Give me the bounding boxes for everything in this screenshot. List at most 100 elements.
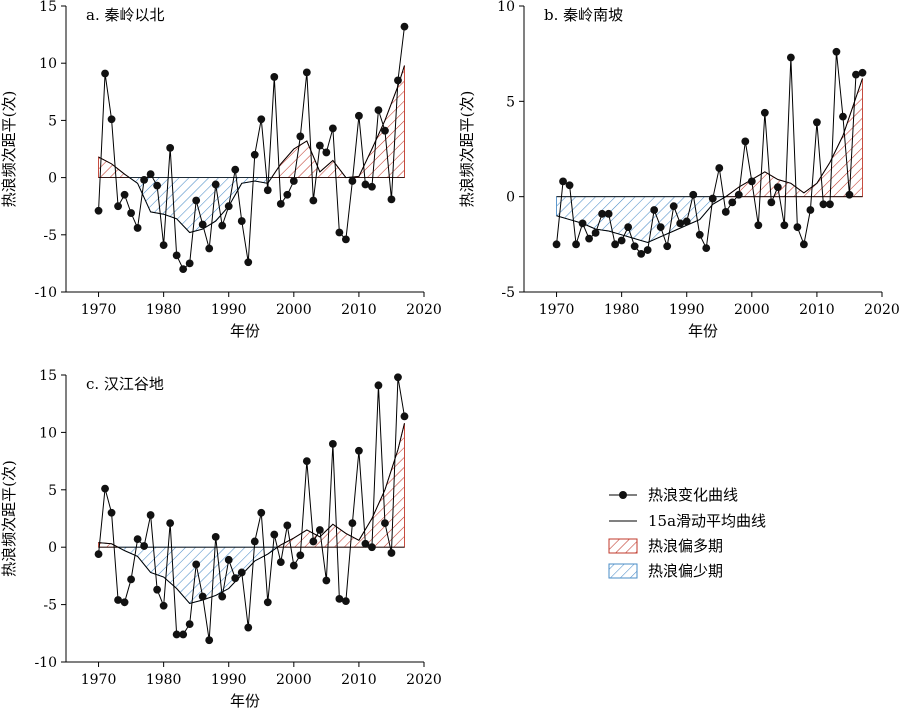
data-point <box>244 623 253 632</box>
data-point <box>578 219 587 228</box>
data-point <box>806 206 815 214</box>
y-tick-label: 5 <box>506 94 515 110</box>
legend-swatch-less <box>608 563 638 579</box>
data-point <box>624 223 633 232</box>
data-point <box>283 190 292 199</box>
data-point <box>309 196 318 205</box>
smooth-curve-line <box>98 423 405 605</box>
data-point <box>263 186 272 195</box>
data-point <box>120 598 129 607</box>
data-point <box>819 200 828 209</box>
data-point <box>341 235 350 244</box>
heatwave-curve-line <box>98 26 405 270</box>
data-point <box>643 246 652 254</box>
data-point <box>604 209 613 218</box>
legend-swatch-more <box>608 538 638 554</box>
x-tick-label: 2000 <box>734 302 770 318</box>
y-tick-label: 15 <box>39 0 57 15</box>
data-point <box>598 209 607 218</box>
data-point <box>839 112 847 121</box>
y-tick-label: 0 <box>506 190 515 206</box>
data-point <box>140 175 149 184</box>
data-point <box>276 558 285 567</box>
data-point <box>374 106 383 114</box>
x-tick-label: 1990 <box>211 302 247 318</box>
data-point <box>198 592 207 601</box>
data-point <box>250 150 259 159</box>
y-tick-label: 10 <box>497 0 515 15</box>
data-point <box>368 182 376 191</box>
data-point <box>400 412 409 421</box>
y-tick-label: 5 <box>48 483 57 499</box>
data-point <box>552 240 561 249</box>
x-tick-label: 1970 <box>81 672 117 688</box>
chart-panel-north-qinling: 1970 1980 1990 2000 2010 2020 -10 -5 0 5 10 15 a. 秦岭… <box>0 0 442 340</box>
y-axis-title: 热浪频次距平(次) <box>0 91 18 208</box>
y-tick-label: -10 <box>34 655 57 671</box>
data-point <box>559 177 567 186</box>
data-point <box>348 519 357 527</box>
data-point <box>374 381 383 390</box>
data-point <box>159 241 168 250</box>
legend-item-obs: 热浪变化曲线 <box>609 486 738 504</box>
data-point <box>630 242 639 251</box>
data-point <box>754 221 763 230</box>
data-point <box>355 446 363 455</box>
data-point <box>315 141 324 150</box>
data-point <box>747 177 756 186</box>
legend-label-more: 热浪偏多期 <box>648 537 723 555</box>
data-point <box>400 22 409 31</box>
data-point <box>250 537 259 546</box>
x-tick-label: 2020 <box>864 302 900 318</box>
y-tick-label: -5 <box>43 598 57 614</box>
panel-title: b. 秦岭南坡 <box>544 6 623 24</box>
y-tick-label: -10 <box>34 285 57 301</box>
data-point <box>289 177 298 185</box>
data-point <box>296 551 305 560</box>
data-point <box>793 223 802 232</box>
data-point <box>101 69 109 78</box>
x-tick-label: 1980 <box>604 302 640 318</box>
legend-item-more: 热浪偏多期 <box>608 537 723 555</box>
legend-item-less: 热浪偏少期 <box>608 562 723 580</box>
data-point <box>94 550 103 558</box>
legend-item-smooth: 15a滑动平均曲线 <box>609 512 766 530</box>
data-point <box>133 535 142 544</box>
legend-marker-obs <box>619 491 627 499</box>
data-point <box>858 68 867 77</box>
data-point <box>218 592 227 601</box>
x-tick-label: 1980 <box>146 672 182 688</box>
data-point <box>650 206 659 214</box>
data-point <box>669 202 678 211</box>
data-point <box>656 223 665 232</box>
data-point <box>845 190 854 199</box>
data-point <box>120 190 129 199</box>
data-point <box>289 561 298 570</box>
data-point <box>107 508 116 517</box>
data-point <box>361 539 370 548</box>
x-tick-label: 2020 <box>406 672 442 688</box>
data-point <box>224 555 233 564</box>
data-point <box>572 240 580 249</box>
data-point <box>185 259 194 268</box>
data-point <box>381 519 389 527</box>
data-point <box>302 68 311 77</box>
heatwave-curve-line <box>98 377 405 641</box>
data-point <box>335 228 344 237</box>
x-tick-label: 1970 <box>539 302 575 318</box>
data-point <box>315 526 324 534</box>
data-point <box>637 249 646 258</box>
hatch-more-region <box>276 423 405 548</box>
data-point <box>172 630 181 639</box>
data-point <box>799 240 808 249</box>
panel-title: c. 汉江谷地 <box>86 375 164 393</box>
data-point <box>257 115 266 124</box>
panel-title: a. 秦岭以北 <box>86 6 164 24</box>
data-point <box>341 597 350 606</box>
data-point <box>153 585 162 594</box>
y-tick-label: 10 <box>39 425 57 441</box>
data-point <box>192 560 201 569</box>
data-point <box>689 190 698 199</box>
data-point <box>133 224 142 232</box>
